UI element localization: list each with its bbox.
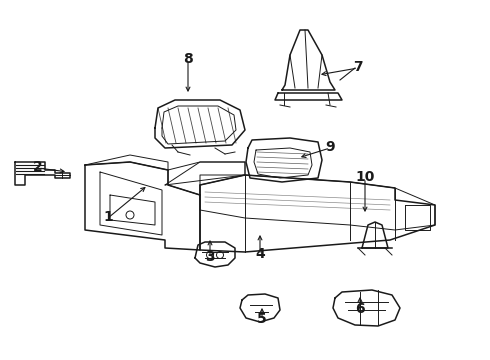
- Text: 5: 5: [257, 312, 267, 326]
- Text: 2: 2: [33, 160, 43, 174]
- Text: 7: 7: [353, 60, 363, 74]
- Text: 10: 10: [355, 170, 375, 184]
- Text: 1: 1: [103, 210, 113, 224]
- Text: 8: 8: [183, 52, 193, 66]
- Text: 9: 9: [325, 140, 335, 154]
- Text: 6: 6: [355, 302, 365, 316]
- Text: 4: 4: [255, 247, 265, 261]
- Text: 3: 3: [205, 250, 215, 264]
